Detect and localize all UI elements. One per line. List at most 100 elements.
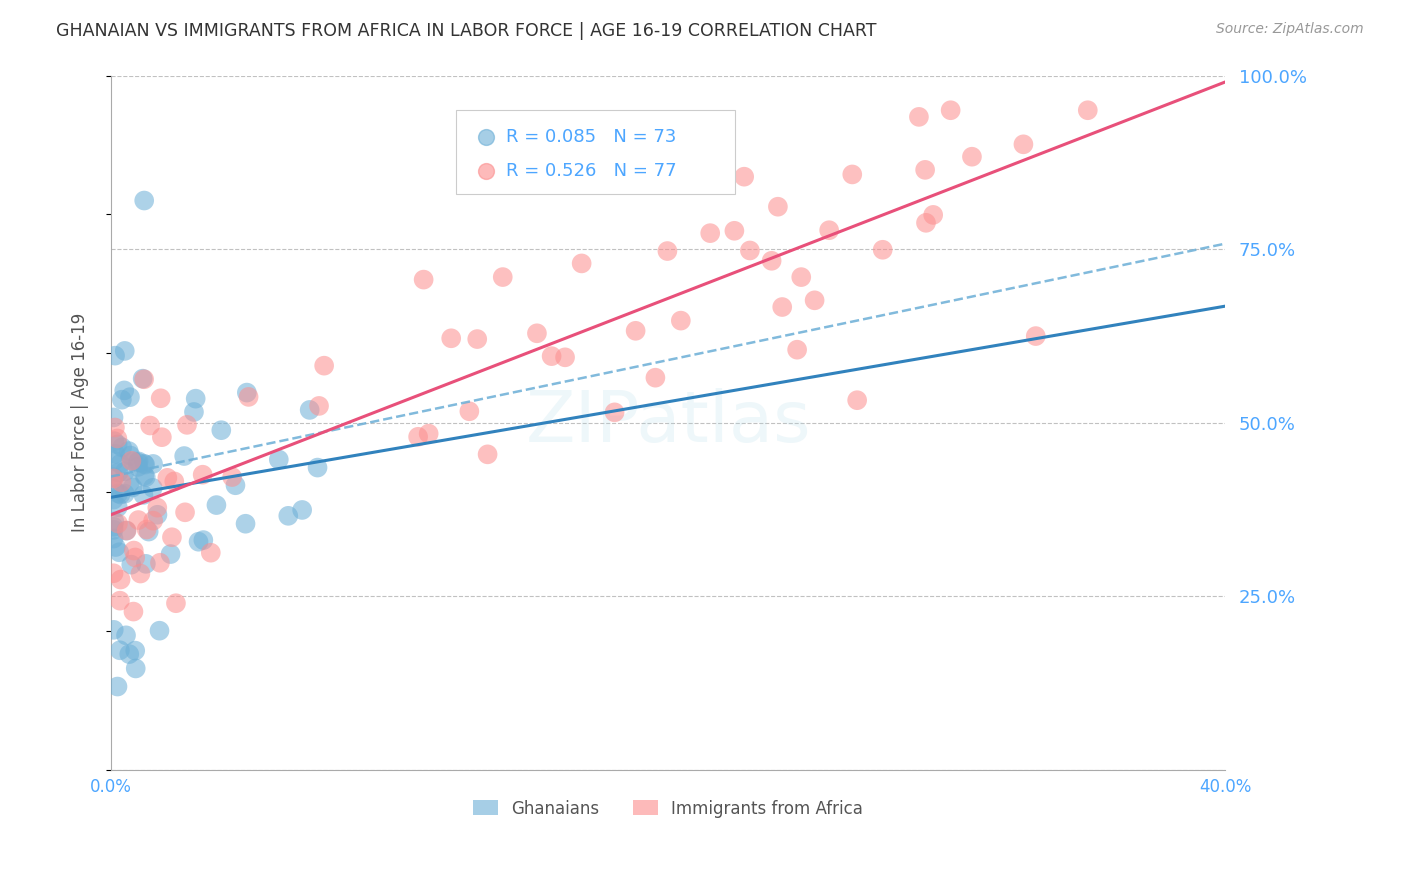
Point [458, 404, 481, 418]
Point [149, 391, 172, 405]
Point [150, 430, 173, 444]
Y-axis label: In Labor Force | Age 16-19: In Labor Force | Age 16-19 [72, 313, 89, 533]
Point [165, 596, 187, 610]
Point [104, 447, 127, 461]
Point [104, 349, 127, 363]
Point [120, 558, 142, 572]
Text: R = 0.526   N = 77: R = 0.526 N = 77 [506, 162, 678, 180]
Point [183, 405, 205, 419]
Point [699, 166, 721, 180]
Point [107, 516, 129, 531]
Legend: Ghanaians, Immigrants from Africa: Ghanaians, Immigrants from Africa [467, 793, 870, 824]
Point [107, 466, 129, 480]
Point [125, 661, 148, 675]
Point [1025, 329, 1047, 343]
Point [122, 543, 145, 558]
Point [922, 208, 945, 222]
Point [107, 500, 129, 515]
Point [129, 566, 152, 581]
Point [115, 524, 138, 538]
Point [114, 343, 136, 358]
Point [103, 523, 125, 537]
Point [654, 167, 676, 181]
Point [124, 550, 146, 565]
Point [108, 593, 131, 607]
Point [314, 359, 336, 373]
Point [176, 417, 198, 432]
Point [1012, 137, 1035, 152]
Point [1039, 129, 1062, 144]
Point [134, 372, 156, 386]
Point [657, 244, 679, 258]
Point [291, 503, 314, 517]
Point [277, 508, 299, 523]
Point [118, 476, 141, 491]
Point [127, 455, 149, 469]
Point [114, 464, 136, 478]
Point [104, 540, 127, 554]
Point [738, 244, 761, 258]
Point [915, 216, 938, 230]
Point [406, 430, 429, 444]
Point [114, 486, 136, 500]
Point [699, 226, 721, 240]
Text: ZIPatlas: ZIPatlas [526, 388, 811, 458]
Point [107, 437, 129, 451]
Point [298, 403, 321, 417]
Point [138, 524, 160, 539]
Point [939, 103, 962, 118]
Point [146, 500, 169, 515]
Point [173, 449, 195, 463]
Point [122, 605, 145, 619]
Point [127, 513, 149, 527]
Point [412, 272, 434, 286]
Point [115, 628, 138, 642]
Point [235, 516, 257, 531]
Point [191, 467, 214, 482]
Point [128, 454, 150, 468]
Point [103, 566, 125, 581]
Point [761, 253, 783, 268]
Point [110, 573, 132, 587]
Point [103, 434, 125, 449]
Point [221, 470, 243, 484]
Point [465, 332, 488, 346]
Point [187, 534, 209, 549]
Point [121, 480, 143, 494]
Point [440, 331, 463, 345]
Point [624, 324, 647, 338]
Point [492, 270, 515, 285]
Point [160, 530, 183, 544]
Point [103, 623, 125, 637]
Point [134, 468, 156, 483]
Point [142, 457, 165, 471]
Point [818, 223, 841, 237]
Point [477, 447, 499, 461]
Point [132, 488, 155, 502]
Point [135, 470, 157, 484]
Point [115, 524, 138, 538]
Point [193, 533, 215, 547]
Point [139, 418, 162, 433]
Point [540, 349, 562, 363]
Point [131, 371, 153, 385]
Point [124, 643, 146, 657]
Point [766, 200, 789, 214]
Point [118, 647, 141, 661]
Point [103, 470, 125, 484]
Point [644, 370, 666, 384]
Point [603, 405, 626, 419]
Point [790, 270, 813, 285]
Point [308, 399, 330, 413]
Point [872, 243, 894, 257]
Point [1039, 164, 1062, 178]
Point [135, 557, 157, 571]
Point [669, 313, 692, 327]
Point [110, 487, 132, 501]
Point [307, 460, 329, 475]
Point [159, 547, 181, 561]
Point [554, 351, 576, 365]
Point [134, 194, 156, 208]
Point [122, 454, 145, 468]
Point [224, 478, 246, 492]
